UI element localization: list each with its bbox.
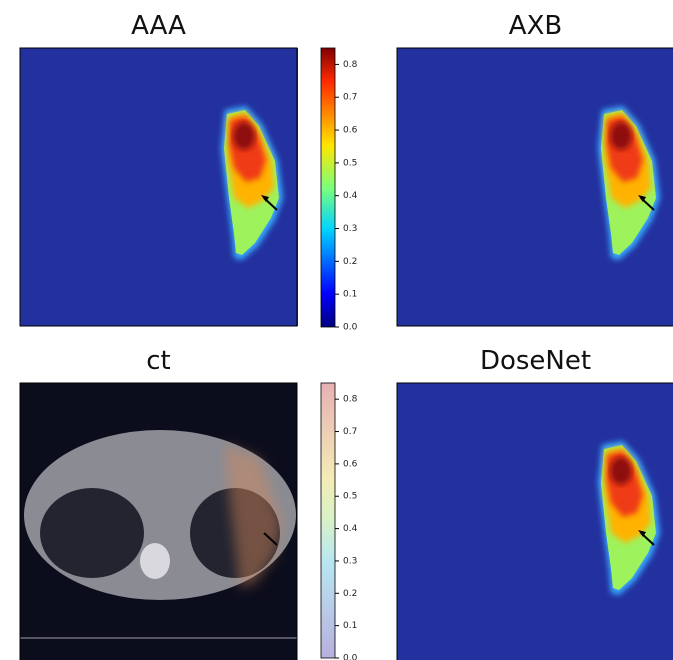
colorbar-tick-label: 0.6	[343, 126, 358, 136]
panel-image	[20, 383, 297, 660]
colorbar-tick-label: 0.8	[343, 395, 358, 405]
colorbar-tick-label: 0.3	[343, 556, 357, 566]
colorbar-tick-label: 0.5	[343, 492, 357, 502]
colorbar-tick-label: 0.7	[343, 93, 357, 103]
colorbar-tick-label: 0.0	[343, 654, 358, 660]
panel-title: DoseNet	[480, 346, 591, 376]
panel-image	[20, 48, 298, 326]
colorbar-tick-label: 0.1	[343, 290, 357, 300]
colorbar-tick-label: 0.8	[343, 60, 358, 70]
colorbar-tick-label: 0.7	[343, 427, 357, 437]
panel-title: ct	[146, 346, 171, 376]
colorbar-tick-label: 0.4	[343, 524, 358, 534]
colorbar-tick-label: 0.5	[343, 158, 357, 168]
colorbar-tick-label: 0.6	[343, 459, 358, 469]
panel-title: AXB	[509, 11, 562, 41]
colorbar-tick-label: 0.2	[343, 589, 357, 599]
colorbar-tick-label: 0.1	[343, 621, 357, 631]
panel-image	[397, 48, 673, 326]
ct-lung	[40, 488, 144, 578]
panel-image	[397, 383, 673, 660]
dose-map	[397, 383, 673, 660]
colorbar	[321, 48, 335, 327]
colorbar-tick-label: 0.4	[343, 191, 358, 201]
colorbar-tick-label: 0.0	[343, 323, 358, 333]
colorbar-tick-label: 0.2	[343, 257, 357, 267]
colorbar-tick-label: 0.3	[343, 224, 357, 234]
colorbar	[321, 383, 335, 658]
panel-title: AAA	[131, 11, 186, 41]
dose-map	[20, 48, 298, 326]
dose-map	[397, 48, 673, 326]
ct-spine	[140, 543, 170, 579]
figure: AAA AXB ct DoseNet 0.0 0.1 0.2 0.3 0.4 0.5 0.6 0.7 0…	[0, 0, 673, 660]
